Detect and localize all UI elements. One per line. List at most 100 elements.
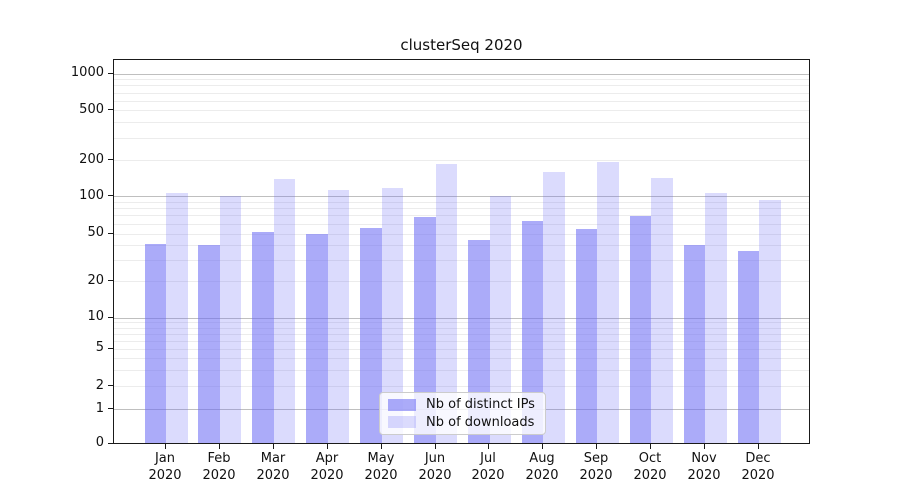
x-tick-mark: [273, 444, 274, 449]
bar-distinct-ips-apr: [306, 234, 328, 443]
bar-distinct-ips-nov: [683, 245, 706, 443]
plot-area: [113, 59, 810, 444]
minor-gridline: [114, 101, 809, 102]
y-tick-mark: [108, 408, 113, 409]
y-tick-label: 1000: [70, 65, 104, 80]
bar-distinct-ips-dec: [737, 250, 759, 443]
legend-label-downloads: Nb of downloads: [426, 414, 535, 430]
x-tick-mark: [219, 444, 220, 449]
bar-downloads-jul: [489, 196, 511, 443]
minor-gridline: [114, 386, 809, 387]
x-tick-mark: [327, 444, 328, 449]
bar-downloads-nov: [705, 193, 727, 443]
y-tick-mark: [108, 109, 113, 110]
y-tick-mark: [108, 280, 113, 281]
legend-item-distinct-ips: Nb of distinct IPs: [388, 396, 537, 414]
minor-gridline: [114, 138, 809, 139]
x-tick-label: Feb 2020: [202, 451, 236, 483]
y-tick-label: 5: [95, 340, 104, 355]
legend-item-downloads: Nb of downloads: [388, 414, 537, 432]
x-tick-mark: [435, 444, 436, 449]
bar-distinct-ips-mar: [252, 232, 274, 443]
minor-gridline: [114, 110, 809, 111]
minor-gridline: [114, 260, 809, 261]
bar-downloads-may: [381, 187, 404, 443]
bar-downloads-sep: [597, 161, 619, 443]
y-tick-label: 50: [87, 225, 104, 240]
bar-distinct-ips-oct: [629, 216, 652, 443]
minor-gridline: [114, 93, 809, 94]
x-tick-mark: [165, 444, 166, 449]
bar-downloads-feb: [219, 196, 242, 443]
y-tick-mark: [108, 233, 113, 234]
minor-gridline: [114, 202, 809, 203]
x-tick-label: Sep 2020: [579, 451, 613, 483]
y-tick-label: 0: [95, 435, 104, 450]
y-tick-label: 2: [95, 378, 104, 393]
y-tick-label: 10: [87, 309, 104, 324]
major-gridline: [114, 74, 809, 75]
bar-distinct-ips-sep: [575, 229, 598, 443]
x-tick-mark: [758, 444, 759, 449]
minor-gridline: [114, 79, 809, 80]
x-tick-label: May 2020: [364, 451, 398, 483]
minor-gridline: [114, 122, 809, 123]
x-tick-label: Aug 2020: [525, 451, 559, 483]
minor-gridline: [114, 224, 809, 225]
y-tick-mark: [108, 195, 113, 196]
bar-distinct-ips-may: [360, 228, 382, 443]
minor-gridline: [114, 281, 809, 282]
bar-downloads-aug: [543, 171, 565, 443]
y-tick-label: 1: [95, 401, 104, 416]
x-tick-mark: [704, 444, 705, 449]
legend-swatch-downloads: [388, 416, 416, 429]
bar-downloads-jan: [166, 193, 188, 443]
legend-label-distinct-ips: Nb of distinct IPs: [426, 397, 535, 413]
minor-gridline: [114, 234, 809, 235]
minor-gridline: [114, 245, 809, 246]
y-tick-mark: [108, 317, 113, 318]
chart-title: clusterSeq 2020: [400, 36, 523, 54]
y-tick-mark: [108, 443, 113, 444]
y-tick-label: 100: [79, 188, 104, 203]
major-gridline: [114, 196, 809, 197]
bar-downloads-dec: [759, 200, 781, 443]
bar-distinct-ips-jan: [144, 243, 166, 443]
x-tick-label: Oct 2020: [633, 451, 667, 483]
bar-distinct-ips-feb: [198, 245, 220, 443]
x-tick-label: Nov 2020: [687, 451, 721, 483]
major-gridline: [114, 318, 809, 319]
minor-gridline: [114, 328, 809, 329]
x-tick-label: Apr 2020: [310, 451, 344, 483]
bar-downloads-jun: [435, 164, 457, 443]
minor-gridline: [114, 85, 809, 86]
x-tick-mark: [488, 444, 489, 449]
y-tick-mark: [108, 348, 113, 349]
x-tick-mark: [381, 444, 382, 449]
y-tick-mark: [108, 73, 113, 74]
minor-gridline: [114, 160, 809, 161]
minor-gridline: [114, 215, 809, 216]
bar-downloads-oct: [651, 177, 673, 443]
x-tick-label: Jan 2020: [148, 451, 182, 483]
minor-gridline: [114, 370, 809, 371]
minor-gridline: [114, 341, 809, 342]
minor-gridline: [114, 208, 809, 209]
x-tick-mark: [650, 444, 651, 449]
minor-gridline: [114, 334, 809, 335]
x-tick-mark: [542, 444, 543, 449]
x-tick-label: Jul 2020: [471, 451, 505, 483]
x-tick-mark: [596, 444, 597, 449]
y-tick-mark: [108, 385, 113, 386]
x-tick-label: Mar 2020: [256, 451, 290, 483]
y-tick-label: 500: [79, 102, 104, 117]
x-tick-label: Jun 2020: [418, 451, 452, 483]
bar-downloads-apr: [327, 189, 350, 443]
y-tick-label: 200: [79, 152, 104, 167]
legend-swatch-distinct-ips: [388, 398, 416, 411]
bar-distinct-ips-aug: [521, 221, 544, 443]
minor-gridline: [114, 322, 809, 323]
bar-distinct-ips-jun: [414, 217, 436, 443]
minor-gridline: [114, 349, 809, 350]
